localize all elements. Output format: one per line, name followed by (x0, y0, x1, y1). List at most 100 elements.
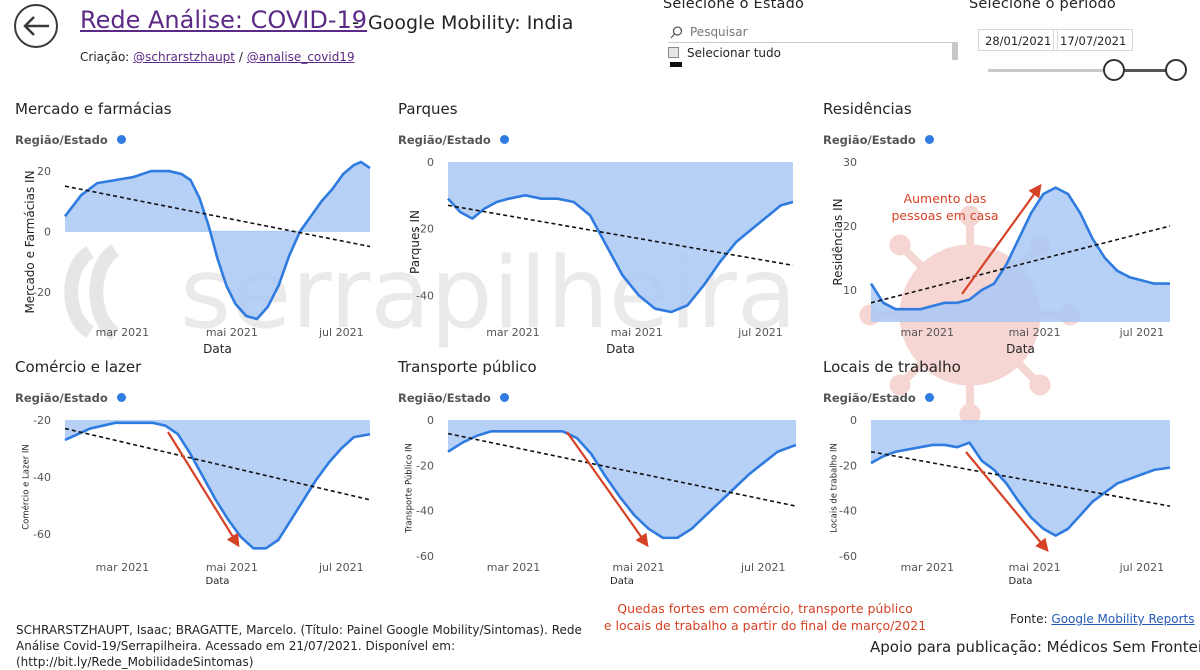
source-link[interactable]: Google Mobility Reports (1051, 612, 1195, 626)
panel-trabalho: Locais de trabalho Região/Estado 0 -20 -40… (823, 358, 1183, 598)
select-all-checkbox[interactable] (668, 47, 679, 58)
state-search-input[interactable]: Pesquisar (668, 24, 958, 43)
x-tick-label: jul 2021 (1119, 561, 1165, 574)
x-tick-label: mai 2021 (611, 326, 663, 339)
y-tick-label: -20 (416, 459, 434, 472)
y-tick-label: -40 (416, 505, 434, 518)
title-separator: - (352, 10, 360, 34)
credits: Criação: @schrarstzhaupt / @analise_covi… (80, 50, 355, 64)
x-axis-label: Data (203, 342, 232, 356)
end-date-input[interactable]: 17/07/2021 (1053, 29, 1134, 51)
y-tick-label: 0 (427, 414, 434, 427)
x-tick-label: mar 2021 (901, 326, 954, 339)
x-tick-label: jul 2021 (737, 326, 783, 339)
chart-legend: Região/Estado (398, 391, 509, 405)
x-axis-label: Data (206, 576, 230, 587)
x-tick-label: mar 2021 (96, 326, 149, 339)
back-button[interactable] (14, 4, 58, 48)
select-all-label: Selecionar tudo (687, 46, 781, 60)
start-date-input[interactable]: 28/01/2021 (978, 29, 1059, 51)
citation-text: SCHRARSTZHAUPT, Isaac; BRAGATTE, Marcelo… (16, 623, 582, 669)
x-tick-label: mar 2021 (96, 561, 149, 574)
panel-mercado: Mercado e farmácias Região/Estado 20 0 -20… (15, 100, 385, 360)
y-tick-label: -20 (33, 414, 51, 427)
x-axis-label: Data (610, 576, 634, 587)
search-icon (670, 26, 683, 39)
chart-comercio[interactable]: -20 -40 -60 mar 2021 mai 2021 jul 2021 Data Com… (15, 358, 385, 598)
legend-dot-icon (116, 393, 126, 402)
y-tick-label: 30 (843, 156, 857, 169)
x-tick-label: jul 2021 (740, 561, 786, 574)
legend-dot-icon (499, 393, 509, 402)
y-axis-label: Mercado e Farmácias IN (23, 170, 37, 313)
legend-dot-icon (924, 393, 934, 402)
period-slider-track[interactable] (988, 69, 1176, 72)
credit-link-schrarstzhaupt[interactable]: @schrarstzhaupt (133, 50, 235, 64)
y-tick-label: 10 (843, 284, 857, 297)
period-slider-start-handle[interactable] (1103, 59, 1125, 81)
y-tick-label: -60 (839, 550, 857, 563)
y-tick-label: 0 (44, 225, 51, 238)
legend-dot-icon (499, 135, 509, 144)
y-tick-label: 20 (37, 165, 51, 178)
chart-title: Comércio e lazer (15, 358, 142, 376)
legend-dot-icon (116, 135, 126, 144)
legend-label: Região/Estado (15, 391, 108, 405)
trend-line (870, 450, 1171, 507)
arrow-left-icon (23, 16, 49, 36)
y-axis-label: Comércio e Lazer IN (21, 444, 32, 530)
chart-legend: Região/Estado (398, 133, 509, 147)
y-axis-label: Locais de trabalho IN (830, 443, 840, 533)
chart-legend: Região/Estado (15, 133, 126, 147)
trend-line (447, 204, 794, 267)
y-axis-label: Parques IN (408, 210, 422, 274)
panel-comercio: Comércio e lazer Região/Estado -20 -40 -60… (15, 358, 385, 598)
select-all-option[interactable]: Selecionar tudo (668, 46, 781, 60)
legend-dot-icon (924, 135, 934, 144)
x-tick-label: mai 2021 (612, 561, 664, 574)
chart-residencias[interactable]: 30 20 10 mar 2021 mai 2021 jul 2021 Data Residê… (823, 100, 1183, 360)
area-fill (448, 162, 793, 312)
y-axis-label: Residências IN (831, 198, 845, 285)
chart-legend: Região/Estado (15, 391, 126, 405)
legend-label: Região/Estado (823, 133, 916, 147)
period-slicer-title: Selecione o período (969, 0, 1117, 12)
y-axis-label: Transporte Público IN (405, 443, 415, 534)
y-tick-label: -60 (416, 550, 434, 563)
legend-label: Região/Estado (398, 133, 491, 147)
source-prefix: Fonte: (1010, 612, 1048, 626)
x-tick-label: jul 2021 (318, 561, 364, 574)
y-tick-label: 0 (427, 156, 434, 169)
period-slider-end-handle[interactable] (1165, 59, 1187, 81)
x-tick-label: mai 2021 (206, 326, 258, 339)
annotation-line: Aumento das (903, 191, 987, 206)
panel-residencias: Residências Região/Estado 30 20 10 mar 2021… (823, 100, 1183, 360)
dashboard-subtitle: Google Mobility: India (368, 12, 574, 34)
x-tick-label: jul 2021 (318, 326, 364, 339)
x-tick-label: mar 2021 (486, 326, 539, 339)
annotation-line: pessoas em casa (891, 208, 999, 223)
dashboard-title-link[interactable]: Rede Análise: COVID-19 (80, 6, 368, 34)
series-line[interactable] (447, 194, 794, 314)
credit-link-analise-covid19[interactable]: @analise_covid19 (246, 50, 355, 64)
support-note: Apoio para publicação: Médicos Sem Front… (870, 638, 1200, 656)
chart-legend: Região/Estado (823, 391, 934, 405)
chart-title: Transporte público (398, 358, 537, 376)
panel-transporte: Transporte público Região/Estado 0 -20 -40… (398, 358, 798, 598)
area-fill (871, 420, 1170, 536)
annotation-drops: Quedas fortes em comércio, transporte pú… (600, 600, 930, 634)
annotation-line: Quedas fortes em comércio, transporte pú… (617, 601, 913, 616)
x-axis-label: Data (1009, 576, 1033, 587)
state-list-item-marker (670, 62, 682, 67)
x-tick-label: mar 2021 (901, 561, 954, 574)
y-tick-label: 20 (843, 220, 857, 233)
y-tick-label: -40 (33, 471, 51, 484)
chart-title: Residências (823, 100, 912, 118)
legend-label: Região/Estado (823, 391, 916, 405)
series-line[interactable] (63, 160, 371, 321)
state-list-scrollbar[interactable] (952, 42, 958, 60)
